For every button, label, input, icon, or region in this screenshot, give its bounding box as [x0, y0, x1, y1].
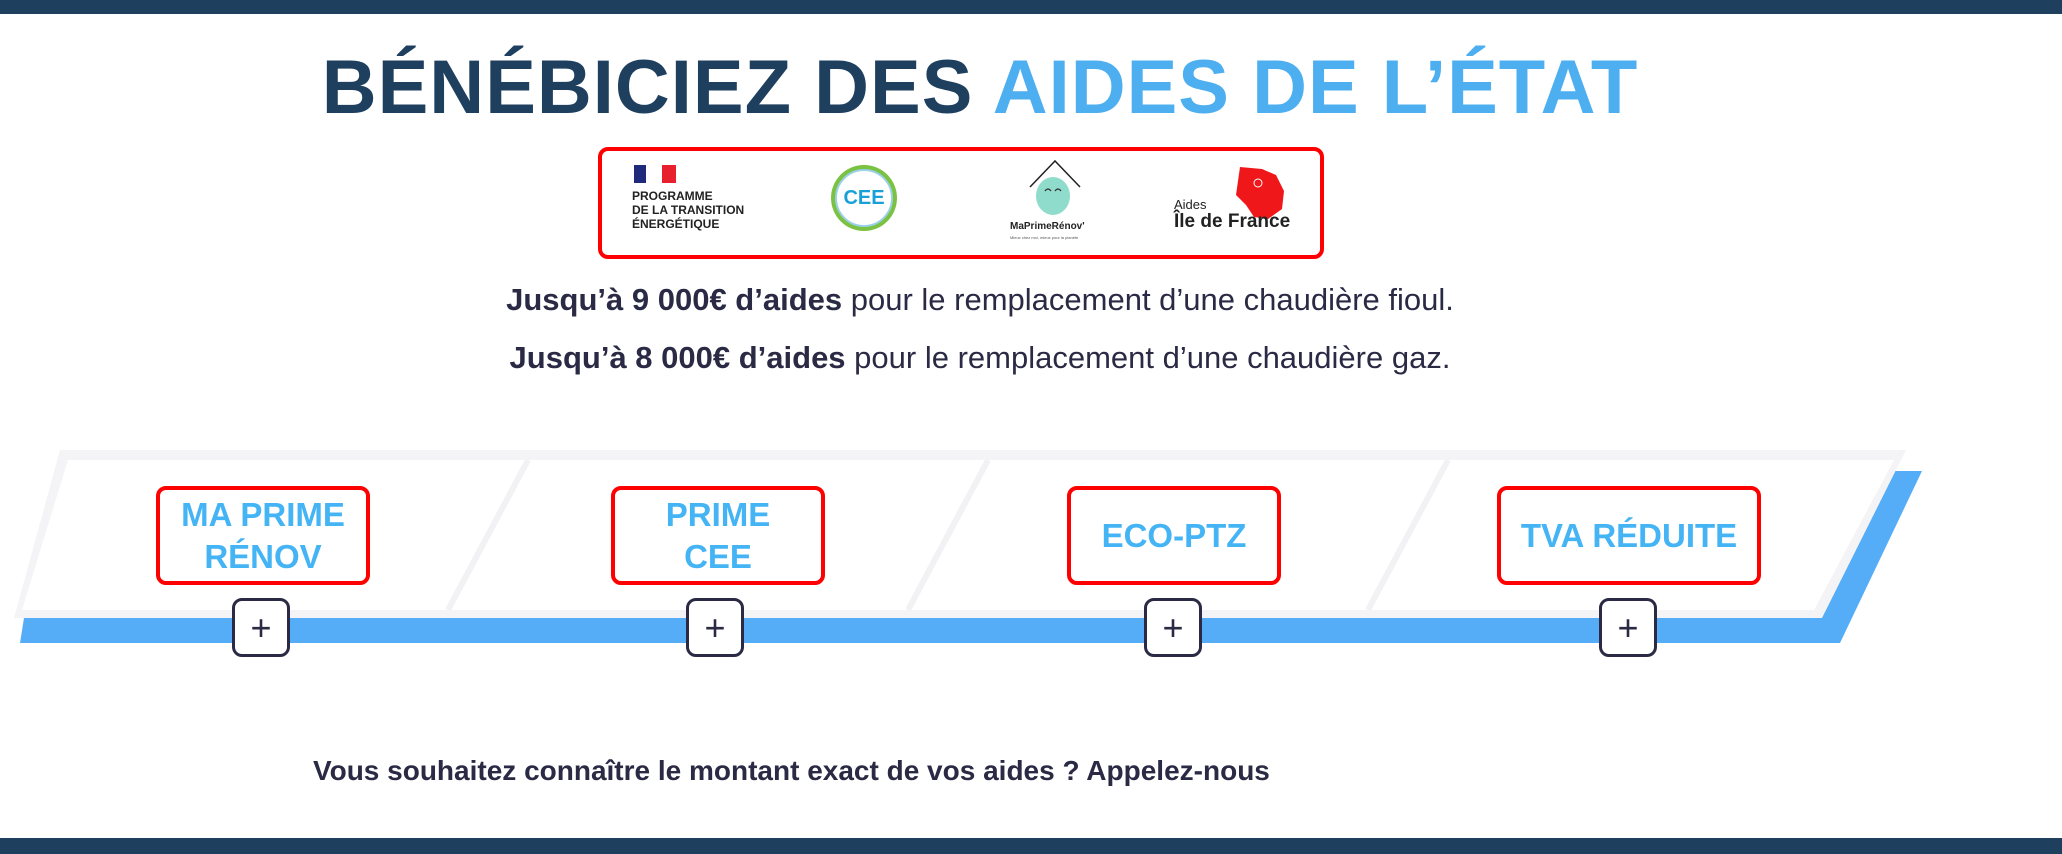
maprimerenov-tagline: Mieux chez moi, mieux pour la planète: [1010, 235, 1079, 240]
bottom-bar: [0, 838, 2062, 854]
maprimerenov-logo: MaPrimeRénov' Mieux chez moi, mieux pour…: [1000, 151, 1110, 255]
aid-eco-ptz[interactable]: ECO-PTZ: [1067, 486, 1281, 585]
band-blue-strip: [20, 471, 1922, 643]
aid-prime-cee[interactable]: PRIME CEE: [611, 486, 825, 585]
aid-tva-reduite[interactable]: TVA RÉDUITE: [1497, 486, 1761, 585]
title-dark: BÉNÉBICIEZ DES: [321, 45, 993, 130]
band-divider: [445, 458, 531, 612]
top-bar: [0, 0, 2062, 14]
programme-line: ÉNERGÉTIQUE: [632, 217, 720, 231]
plus-icon: +: [704, 606, 726, 648]
aid-ma-prime-renov[interactable]: MA PRIME RÉNOV: [156, 486, 370, 585]
logos-box: PROGRAMME DE LA TRANSITION ÉNERGÉTIQUE C…: [598, 147, 1324, 259]
idf-logo: Aides Île de France: [1172, 151, 1302, 255]
band-divider: [905, 458, 991, 612]
aid-label: ECO-PTZ: [1101, 516, 1247, 554]
intro-amount: Jusqu’à 8 000€ d’aides: [509, 340, 846, 375]
intro-line-gaz: Jusqu’à 8 000€ d’aides pour le remplacem…: [0, 340, 1960, 376]
flag-red: [662, 165, 676, 183]
intro-text: pour le remplacement d’une chaudière gaz…: [845, 340, 1451, 375]
maprimerenov-name: MaPrimeRénov': [1010, 221, 1085, 232]
cee-text: CEE: [835, 169, 893, 227]
call-to-action[interactable]: Vous souhaitez connaître le montant exac…: [313, 755, 1270, 786]
title-accent: AIDES DE L’ÉTAT: [992, 45, 1639, 130]
aid-label: MA PRIME RÉNOV: [181, 495, 345, 575]
plus-icon: +: [250, 606, 272, 648]
page-title: BÉNÉBICIEZ DES AIDES DE L’ÉTAT: [0, 44, 1960, 131]
intro-line-fioul: Jusqu’à 9 000€ d’aides pour le remplacem…: [0, 282, 1960, 318]
expand-prime-cee-button[interactable]: +: [686, 598, 744, 657]
expand-ma-prime-renov-button[interactable]: +: [232, 598, 290, 657]
intro-amount: Jusqu’à 9 000€ d’aides: [506, 282, 843, 317]
expand-eco-ptz-button[interactable]: +: [1144, 598, 1202, 657]
intro-text: pour le remplacement d’une chaudière fio…: [842, 282, 1454, 317]
house-icon: [1029, 159, 1081, 215]
cee-logo: CEE: [827, 151, 907, 255]
aid-label: PRIME CEE: [665, 495, 771, 575]
band-divider: [1365, 458, 1451, 612]
aid-label: TVA RÉDUITE: [1520, 516, 1738, 554]
expand-tva-reduite-button[interactable]: +: [1599, 598, 1657, 657]
programme-line: PROGRAMME: [632, 189, 713, 203]
programme-line: DE LA TRANSITION: [632, 203, 745, 217]
flag-blue: [634, 165, 646, 183]
idf-big: Île de France: [1174, 211, 1291, 232]
aids-band: [14, 450, 1922, 643]
plus-icon: +: [1162, 606, 1184, 648]
plus-icon: +: [1617, 606, 1639, 648]
programme-logo: PROGRAMME DE LA TRANSITION ÉNERGÉTIQUE: [632, 151, 772, 255]
idf-small: Aides: [1174, 197, 1207, 212]
idf-map-icon: [1236, 167, 1284, 219]
